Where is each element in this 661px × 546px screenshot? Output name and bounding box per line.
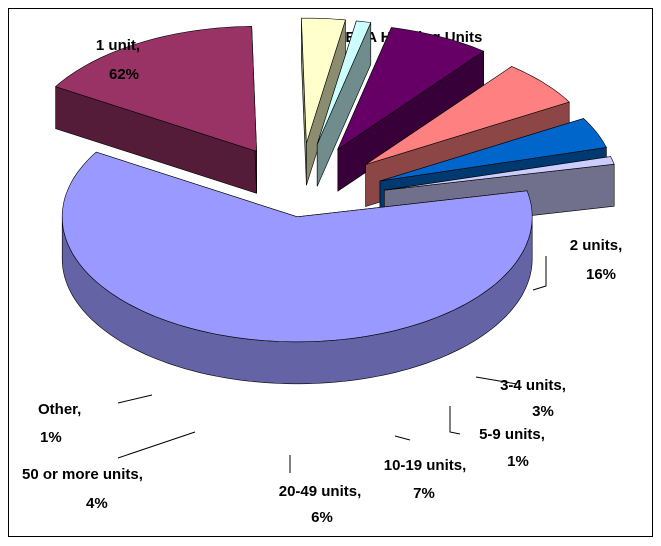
slice [384,156,615,191]
slice [337,27,485,151]
data-label-value: 1% [40,429,62,446]
data-label-category: 1 unit, [96,37,140,54]
data-label-value: 1% [507,453,529,470]
pie [55,17,615,385]
data-label-value: 4% [86,495,108,512]
slice [365,66,570,165]
data-label-category: 20-49 units, [279,483,362,500]
data-label-value: 62% [109,66,139,83]
slice [301,17,346,144]
leader-line [117,394,153,404]
leader-line [117,431,196,459]
data-label-value: 7% [413,485,435,502]
data-label-category: 2 units, [570,237,623,254]
data-label-category: 10-19 units, [384,457,467,474]
data-label-category: 3-4 units, [500,377,566,394]
slice [379,118,607,182]
data-label-value: 16% [586,266,616,283]
slice [316,20,372,145]
slice [61,151,533,343]
leader-line [532,256,547,291]
data-label-value: 6% [311,509,333,526]
data-label-value: 3% [532,403,554,420]
data-label-category: 50 or more units, [22,466,143,483]
leader-line [394,435,411,441]
leader-line [449,406,461,435]
data-label-category: 5-9 units, [479,426,545,443]
data-label-category: Other, [38,401,81,418]
slice [55,25,257,152]
leader-line [475,376,518,385]
